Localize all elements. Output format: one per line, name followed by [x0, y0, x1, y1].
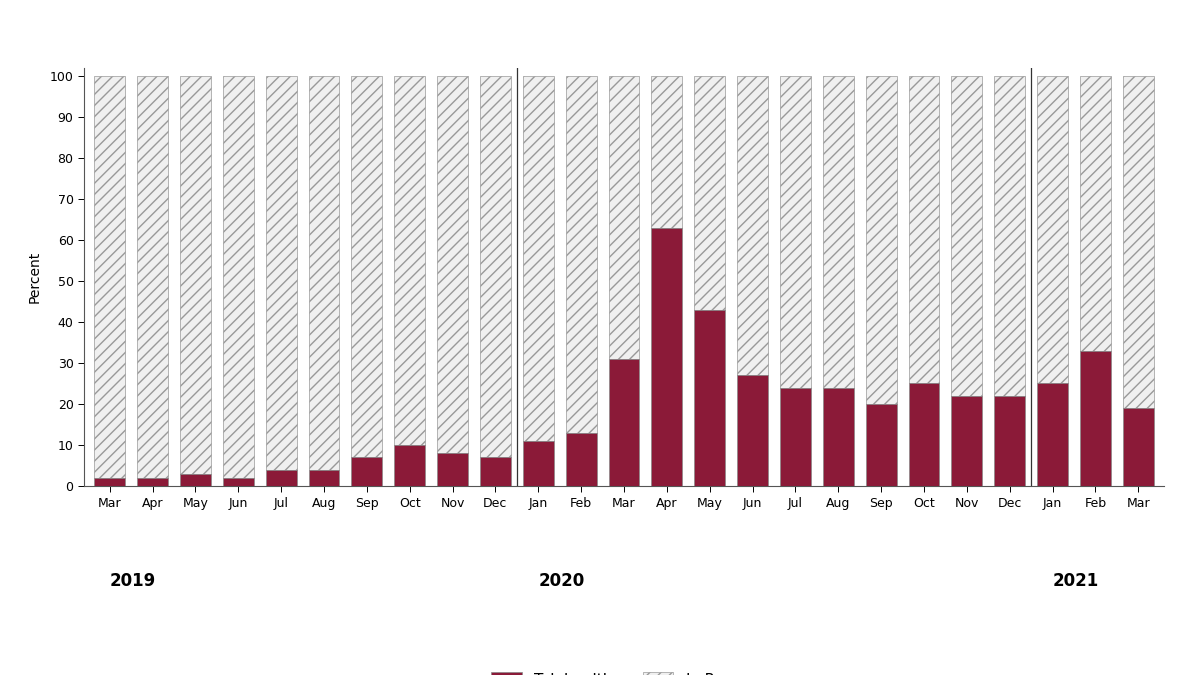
Bar — [695, 76, 725, 310]
Bar — [95, 76, 125, 478]
Bar — [1123, 408, 1153, 486]
Bar — [865, 404, 896, 486]
Bar — [137, 478, 168, 486]
Bar — [737, 76, 768, 375]
Bar — [908, 76, 940, 383]
Bar — [608, 359, 640, 486]
Text: 2020: 2020 — [539, 572, 584, 589]
Bar — [908, 383, 940, 486]
Bar — [223, 478, 253, 486]
Bar — [480, 457, 511, 486]
Bar — [952, 396, 983, 486]
Bar — [780, 387, 811, 486]
Bar — [1123, 76, 1153, 408]
Bar — [480, 76, 511, 457]
Bar — [608, 76, 640, 359]
Bar — [95, 478, 125, 486]
Bar — [952, 76, 983, 396]
Bar — [395, 445, 425, 486]
Bar — [995, 76, 1025, 396]
Text: 2021: 2021 — [1052, 572, 1099, 589]
Bar — [1080, 76, 1111, 350]
Bar — [352, 76, 383, 457]
Bar — [737, 375, 768, 486]
Bar — [523, 441, 553, 486]
Bar — [1037, 76, 1068, 383]
Bar — [265, 470, 296, 486]
Y-axis label: Percent: Percent — [28, 250, 41, 303]
Bar — [652, 76, 683, 227]
Bar — [352, 457, 383, 486]
Bar — [823, 387, 853, 486]
Bar — [865, 76, 896, 404]
Bar — [823, 76, 853, 387]
Bar — [308, 76, 340, 470]
Bar — [1037, 383, 1068, 486]
Bar — [995, 396, 1025, 486]
Bar — [1080, 350, 1111, 486]
Legend: Telehealth, In-Person: Telehealth, In-Person — [484, 665, 764, 675]
Bar — [523, 76, 553, 441]
Text: 2019: 2019 — [109, 572, 156, 589]
Bar — [308, 470, 340, 486]
Bar — [565, 433, 596, 486]
Bar — [652, 227, 683, 486]
Bar — [137, 76, 168, 478]
Bar — [180, 76, 211, 474]
Bar — [265, 76, 296, 470]
Bar — [437, 453, 468, 486]
Bar — [437, 76, 468, 453]
Bar — [223, 76, 253, 478]
Bar — [695, 310, 725, 486]
Bar — [780, 76, 811, 387]
Bar — [180, 474, 211, 486]
Bar — [395, 76, 425, 445]
Bar — [565, 76, 596, 433]
